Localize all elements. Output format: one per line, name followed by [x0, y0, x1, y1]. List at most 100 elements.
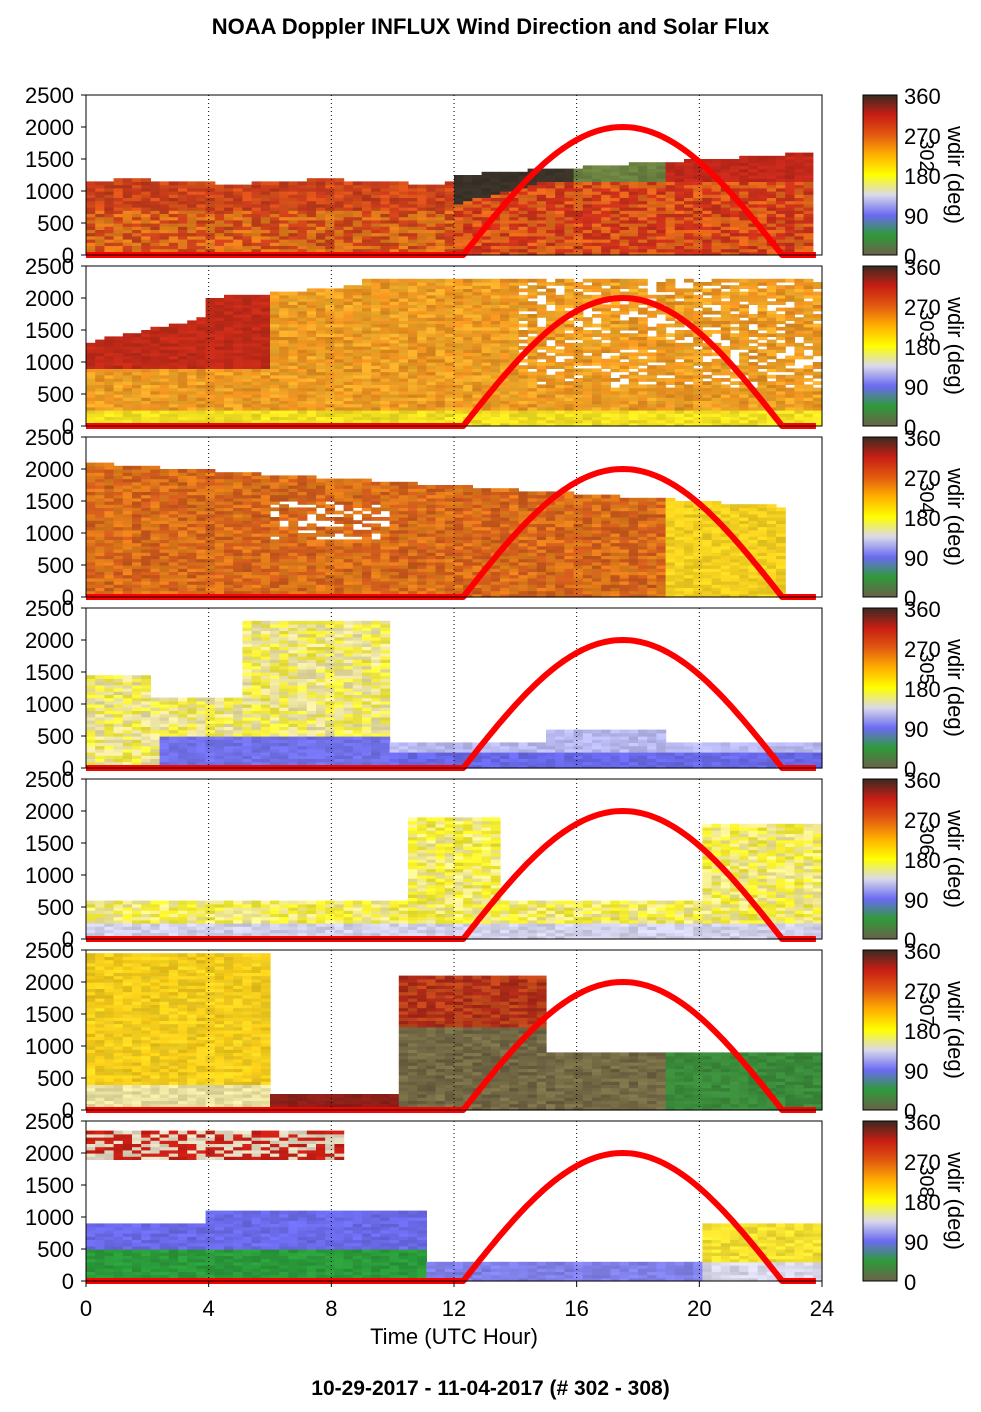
- heatmap-cell: [132, 200, 142, 205]
- heatmap-cell: [214, 342, 225, 347]
- heatmap-cell: [260, 333, 271, 337]
- heatmap-cell: [776, 168, 786, 173]
- heatmap-cell: [684, 203, 694, 208]
- heatmap-cell: [95, 346, 105, 350]
- heatmap-cell: [233, 358, 243, 363]
- heatmap-cell: [270, 242, 280, 246]
- heatmap-cell: [564, 358, 575, 363]
- heatmap-cell: [656, 207, 667, 211]
- heatmap-cell: [757, 155, 768, 160]
- heatmap-cell: [104, 187, 115, 192]
- heatmap-cell: [380, 197, 391, 202]
- heatmap-cell: [546, 178, 556, 182]
- heatmap-cell: [334, 207, 345, 211]
- heatmap-cell: [454, 242, 464, 246]
- heatmap-cell: [187, 352, 197, 357]
- heatmap-cell: [527, 184, 538, 189]
- heatmap-cell: [720, 285, 731, 289]
- heatmap-cell: [592, 368, 602, 373]
- heatmap-cell: [95, 219, 105, 224]
- heatmap-cell: [785, 226, 795, 230]
- heatmap-cell: [610, 239, 621, 243]
- heatmap-cell: [141, 197, 151, 202]
- heatmap-cell: [794, 200, 805, 205]
- heatmap-cell: [141, 406, 151, 411]
- heatmap-cell: [638, 175, 648, 179]
- heatmap-cell: [150, 232, 161, 237]
- heatmap-cell: [693, 310, 703, 315]
- heatmap-cell: [178, 184, 188, 189]
- heatmap-cell: [122, 333, 133, 337]
- heatmap-cell: [730, 248, 740, 253]
- heatmap-cell: [343, 285, 354, 289]
- heatmap-cell: [665, 213, 676, 218]
- heatmap-cell: [260, 298, 271, 302]
- heatmap-cell: [527, 219, 538, 224]
- heatmap-cell: [150, 355, 161, 360]
- heatmap-cell: [343, 226, 354, 230]
- heatmap-cell: [343, 207, 354, 211]
- heatmap-cell: [748, 278, 759, 283]
- heatmap-cell: [408, 213, 418, 218]
- heatmap-cell: [757, 165, 768, 170]
- heatmap-cell: [684, 162, 694, 166]
- heatmap-cell: [472, 210, 483, 214]
- heatmap-cell: [159, 191, 170, 195]
- heatmap-cell: [674, 184, 685, 189]
- heatmap-cell: [711, 288, 722, 293]
- heatmap-cell: [270, 294, 280, 299]
- heatmap-cell: [141, 403, 151, 408]
- heatmap-cell: [702, 374, 713, 379]
- heatmap-cell: [647, 162, 657, 166]
- heatmap-cell: [573, 368, 584, 373]
- heatmap-cell: [389, 207, 400, 211]
- heatmap-cell: [463, 191, 473, 195]
- heatmap-cell: [95, 368, 105, 373]
- heatmap-cell: [463, 229, 473, 234]
- heatmap-cell: [757, 213, 768, 218]
- heatmap-cell: [619, 184, 630, 189]
- heatmap-cell: [564, 229, 575, 234]
- heatmap-cell: [141, 342, 151, 347]
- heatmap-cell: [766, 181, 777, 186]
- heatmap-cell: [178, 248, 188, 253]
- heatmap-cell: [766, 310, 777, 315]
- heatmap-cell: [288, 323, 299, 328]
- heatmap-cell: [224, 339, 234, 344]
- heatmap-cell: [178, 197, 188, 202]
- heatmap-cell: [794, 178, 805, 182]
- heatmap-cell: [214, 301, 225, 305]
- heatmap-cell: [196, 358, 207, 363]
- heatmap-cell: [113, 394, 124, 398]
- heatmap-cell: [555, 278, 565, 283]
- heatmap-cell: [242, 317, 253, 321]
- heatmap-cell: [270, 213, 280, 218]
- heatmap-cell: [159, 197, 170, 202]
- heatmap-cell: [242, 362, 253, 366]
- heatmap-cell: [711, 187, 722, 192]
- heatmap-cell: [168, 226, 179, 230]
- heatmap-cell: [306, 200, 317, 205]
- heatmap-cell: [398, 248, 409, 253]
- heatmap-cell: [187, 181, 197, 186]
- heatmap-cell: [214, 216, 225, 221]
- heatmap-cell: [187, 223, 197, 227]
- heatmap-cell: [408, 248, 418, 253]
- heatmap-cell: [306, 288, 317, 293]
- heatmap-cell: [95, 232, 105, 237]
- heatmap-cell: [95, 216, 105, 221]
- heatmap-cell: [582, 175, 593, 179]
- heatmap-cell: [205, 400, 216, 405]
- heatmap-cell: [536, 181, 547, 186]
- heatmap-cell: [132, 210, 142, 214]
- heatmap-cell: [564, 278, 575, 283]
- heatmap-cell: [601, 184, 611, 189]
- heatmap-cell: [288, 413, 299, 417]
- heatmap-cell: [665, 323, 676, 328]
- heatmap-cell: [555, 207, 565, 211]
- heatmap-cell: [224, 419, 234, 424]
- heatmap-cell: [362, 210, 372, 214]
- heatmap-cell: [224, 333, 234, 337]
- heatmap-cell: [279, 310, 289, 315]
- heatmap-cell: [214, 352, 225, 357]
